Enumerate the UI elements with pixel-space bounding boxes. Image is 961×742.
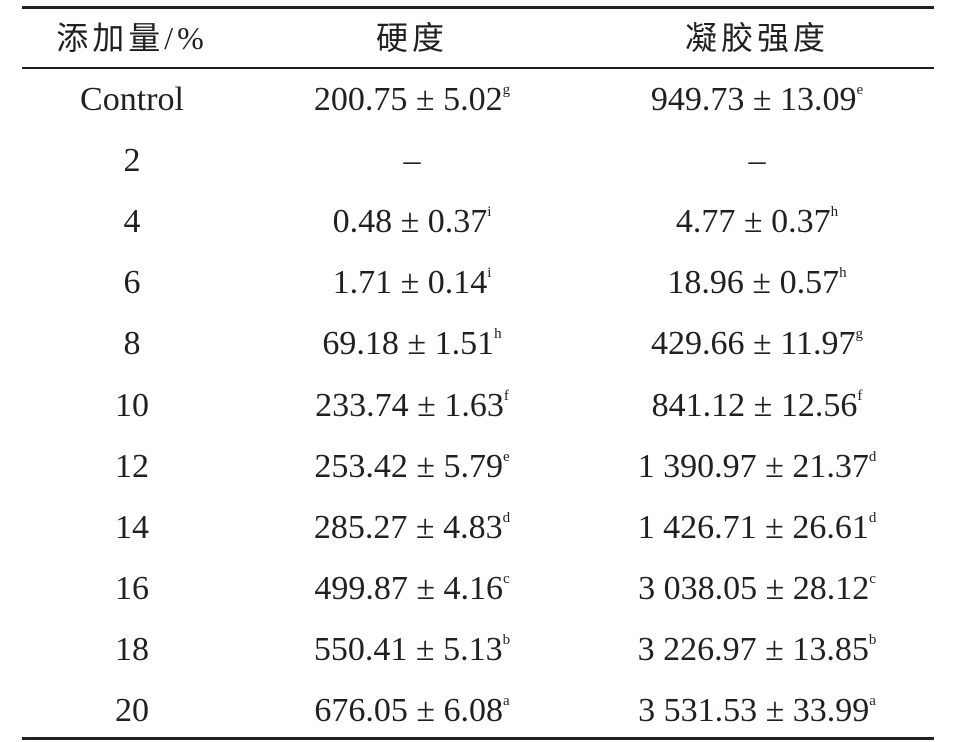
significance-letter: d [502,509,511,526]
cell-value: 1 390.97 ± 21.37 [637,447,869,485]
table-cell: 6 [123,264,141,302]
table-cell: 1 426.71 ± 26.61d [637,508,877,546]
table-cell: 8 [123,325,141,363]
table-cell: 18.96 ± 0.57h [667,266,846,300]
table-cell: 285.27 ± 4.83d [313,508,511,546]
cell-value: 1 426.71 ± 26.61 [637,508,869,546]
table-cell: 16 [115,569,149,607]
cell-value: 0.48 ± 0.37 [332,203,488,241]
table-cell: 14 [115,508,149,546]
cell-value: 69.18 ± 1.51 [322,325,495,363]
significance-letter: a [869,693,876,709]
header-rule [22,67,934,69]
table-cell: 550.41 ± 5.13b [313,630,511,668]
significance-letter: g [855,326,863,343]
significance-letter: h [494,326,502,343]
cell-value: 200.75 ± 5.02 [313,81,503,118]
table-cell: 3 531.53 ± 33.99a [638,694,876,728]
table-cell: 499.87 ± 4.16c [314,569,510,607]
cell-value: 3 038.05 ± 28.12 [638,569,870,607]
cell-value: 841.12 ± 12.56 [651,386,858,424]
significance-letter: f [857,387,863,404]
header-cell: 硬度 [375,20,449,56]
significance-letter: a [503,693,510,709]
significance-letter: d [868,509,877,526]
table-cell: – [403,142,421,180]
significance-letter: h [839,265,847,282]
table-cell: 1 390.97 ± 21.37d [637,447,877,485]
cell-value: 253.42 ± 5.79 [314,447,503,485]
significance-letter: i [487,204,492,221]
cell-value: 4.77 ± 0.37 [675,203,831,241]
table-cell: 200.75 ± 5.02g [314,83,510,117]
header-cell: 凝胶强度 [684,20,830,56]
table-cell: 253.42 ± 5.79e [314,447,510,485]
cell-value: 1.71 ± 0.14 [332,264,488,302]
table-cell: 2 [123,142,141,180]
significance-letter: b [868,631,877,648]
table-cell: 1.71 ± 0.14i [333,266,492,300]
cell-value: 676.05 ± 6.08 [314,692,503,729]
table-cell: 4.77 ± 0.37h [676,205,838,239]
significance-letter: c [503,570,510,587]
table-cell: 3 226.97 ± 13.85b [637,630,877,668]
cell-value: 233.74 ± 1.63 [315,386,504,424]
table-cell: 20 [115,692,149,729]
cell-value: 3 226.97 ± 13.85 [637,630,869,668]
cell-value: 949.73 ± 13.09 [650,81,857,118]
table-cell: 18 [115,630,149,668]
significance-letter: e [856,82,864,98]
table-cell: 949.73 ± 13.09e [651,83,863,117]
top-rule [22,6,934,9]
significance-letter: c [869,570,876,587]
table-cell: 10 [115,386,149,424]
cell-value: 429.66 ± 11.97 [651,325,856,363]
cell-value: 285.27 ± 4.83 [313,508,503,546]
significance-letter: h [830,204,839,221]
table-cell: 4 [123,203,141,241]
table-cell: Control [80,81,184,118]
significance-letter: d [868,448,877,465]
significance-letter: b [502,631,511,648]
table-cell: 233.74 ± 1.63f [315,386,509,424]
significance-letter: f [503,387,509,404]
significance-letter: i [487,265,492,282]
table-cell: 69.18 ± 1.51h [322,327,501,361]
table-cell: 0.48 ± 0.37i [333,205,492,239]
significance-letter: g [502,82,511,98]
significance-letter: e [503,448,510,465]
cell-value: 3 531.53 ± 33.99 [638,692,870,729]
table-cell: 12 [115,447,149,485]
table-cell: – [748,142,766,180]
header-cell: 添加量/% [56,20,208,56]
cell-value: 18.96 ± 0.57 [667,264,840,302]
table-cell: 3 038.05 ± 28.12c [638,569,876,607]
table-cell: 429.66 ± 11.97g [651,327,863,361]
bottom-rule [22,737,934,740]
cell-value: 550.41 ± 5.13 [313,630,503,668]
table-cell: 841.12 ± 12.56f [651,386,863,424]
table-cell: 676.05 ± 6.08a [314,694,509,728]
cell-value: 499.87 ± 4.16 [314,569,503,607]
